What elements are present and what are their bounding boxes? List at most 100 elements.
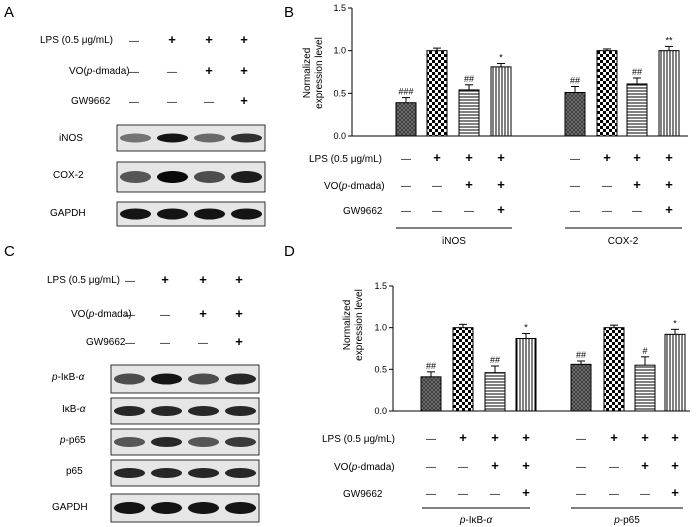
panel-a-gw-lane4-plus: + — [240, 93, 248, 108]
panel-a-gw-lane3-minus: — — [204, 97, 214, 108]
panel-d-chart: Normalizedexpression level 0.0 0.5 1.0 1.5 #… — [322, 281, 690, 526]
panel-b-cox2-vo-lane2-minus: — — [602, 181, 612, 192]
panel-d-bar-g1-4 — [515, 338, 537, 412]
panel-b-sig-g2-4: ** — [665, 35, 673, 45]
panel-d-ytick-label-0: 0.0 — [374, 406, 387, 416]
blot-p-p65-band-4 — [224, 437, 257, 447]
panel-b-cox2-vo-lane3-plus: + — [633, 177, 641, 192]
panel-b-cox2-gw-lane4-plus: + — [665, 202, 673, 217]
panel-d-ylabel: Normalizedexpression level — [342, 289, 365, 361]
panel-d-bar-g2-4 — [664, 333, 686, 412]
panel-d-group-label-p-p65: p-p65 — [613, 515, 640, 526]
blot-p-p65-band-2 — [150, 437, 183, 447]
panel-b-inos-lps-lane1-minus: — — [401, 154, 411, 165]
blot-label-p65: p65 — [66, 466, 83, 477]
panel-b-cox2-vo-lane4-plus: + — [665, 177, 673, 192]
panel-d-ytick-label-2: 1.0 — [374, 323, 387, 333]
blot-label-ikba: IκB-α — [62, 404, 86, 415]
blot-gapdh-c-band-1 — [113, 502, 146, 514]
blot-label-p-p65: p-p65 — [59, 435, 86, 446]
panel-d-p65-vo-lane4-plus: + — [671, 458, 679, 473]
panel-b-inos-gw-lane4-plus: + — [497, 202, 505, 217]
panel-b-bar-g1-2 — [426, 50, 448, 137]
panel-b-bar-g2-3 — [626, 83, 648, 137]
panel-letter-b: B — [284, 4, 294, 21]
panel-b-bar-g2-4 — [658, 50, 680, 137]
panel-a-vo-lane2-minus: — — [167, 67, 177, 78]
blot-cox2-band-4 — [230, 171, 263, 183]
panel-a-gw-label: GW9662 — [71, 96, 111, 107]
panel-c-vo-lane4-plus: + — [235, 306, 243, 321]
panel-d-lps-label: LPS (0.5 μg/mL) — [322, 434, 395, 445]
panel-c-gw-lane2-minus: — — [160, 338, 170, 349]
panel-d-ikba-vo-lane1-minus: — — [426, 462, 436, 473]
blot-cox2 — [116, 161, 266, 193]
panel-a-gw-lane1-minus: — — [129, 97, 139, 108]
panel-b-sig-g2-1: ## — [570, 76, 580, 86]
panel-d-bar-g1-3 — [484, 372, 506, 412]
panel-b-cox2-lps-lane4-plus: + — [665, 150, 673, 165]
blot-gapdh-c — [110, 493, 260, 523]
panel-b-sig-g1-3: ## — [464, 74, 474, 84]
panel-b-cox2-lps-lane1-minus: — — [570, 154, 580, 165]
blot-ikba-band-2 — [150, 406, 183, 416]
panel-c-treatments: LPS (0.5 μg/mL) VO(p-dmada) GW9662 — + + + —… — [47, 272, 243, 349]
blot-p-ikba-band-2 — [150, 373, 183, 385]
panel-c-gw-lane3-minus: — — [198, 338, 208, 349]
panel-d-ikba-lps-lane3-plus: + — [491, 430, 499, 445]
panel-b-bar-g1-4 — [490, 66, 512, 137]
panel-b-chart: Normalizedexpression level 0.0 0.5 1.0 1.5 #… — [302, 3, 688, 247]
panel-b-inos-lps-lane3-plus: + — [465, 150, 473, 165]
panel-c-gw-label: GW9662 — [86, 337, 126, 348]
panel-a-lps-lane1-minus: — — [129, 36, 139, 47]
panel-d-p65-vo-lane3-plus: + — [641, 458, 649, 473]
panel-b-cox2-gw-lane2-minus: — — [602, 206, 612, 217]
panel-d-ikba-lps-lane4-plus: + — [522, 430, 530, 445]
panel-d-p65-gw-lane4-plus: + — [671, 485, 679, 500]
panel-letter-a: A — [4, 4, 14, 21]
panel-d-p65-vo-lane2-minus: — — [609, 462, 619, 473]
panel-d-sig-g2-1: ## — [576, 350, 586, 360]
panel-c-vo-lane2-minus: — — [160, 310, 170, 321]
panel-d-bar-g1-1 — [420, 376, 442, 412]
panel-d-p65-gw-lane1-minus: — — [576, 489, 586, 500]
panel-b-bar-g2-1 — [564, 91, 586, 137]
blot-ikba-band-4 — [224, 406, 257, 416]
blot-ikba — [110, 397, 260, 425]
panel-d-bar-g1-2 — [452, 327, 474, 412]
panel-a-lps-label: LPS (0.5 μg/mL) — [40, 35, 113, 46]
panel-d-ikba-gw-lane1-minus: — — [426, 489, 436, 500]
panel-a-blots: iNOS COX-2 GAPDH — [50, 124, 266, 227]
blot-p-ikba — [110, 364, 260, 394]
panel-d-sig-g2-4: * — [673, 318, 677, 328]
panel-b-ytick-label-2: 1.0 — [333, 46, 346, 56]
blot-p65-band-4 — [224, 468, 257, 478]
panel-b-inos-gw-lane1-minus: — — [401, 206, 411, 217]
blot-ikba-band-3 — [187, 406, 220, 416]
panel-d-sig-g2-3: # — [642, 346, 647, 356]
panel-b-inos-lps-lane4-plus: + — [497, 150, 505, 165]
blot-p-p65-band-3 — [187, 437, 220, 447]
panel-d-gw-label: GW9662 — [343, 489, 383, 500]
blot-gapdh-band-4 — [230, 208, 263, 220]
panel-d-bar-g2-2 — [603, 327, 625, 412]
panel-d-ikba-gw-lane3-minus: — — [490, 489, 500, 500]
panel-c-vo-label: VO(p-dmada) — [71, 309, 132, 320]
panel-a-lps-lane4-plus: + — [240, 32, 248, 47]
panel-d-p65-lps-lane2-plus: + — [610, 430, 618, 445]
panel-b-cox2-gw-lane1-minus: — — [570, 206, 580, 217]
blot-inos-band-4 — [230, 133, 263, 143]
blot-label-cox2: COX-2 — [53, 170, 84, 181]
panel-a-vo-lane4-plus: + — [240, 63, 248, 78]
panel-b-sig-g2-3: ## — [632, 67, 642, 77]
panel-b-ytick-label-0: 0.0 — [333, 131, 346, 141]
panel-d-ikba-vo-lane3-plus: + — [491, 458, 499, 473]
panel-d-ytick-label-3: 1.5 — [374, 281, 387, 291]
panel-d-ikba-lps-lane1-minus: — — [426, 434, 436, 445]
panel-b-group-label-cox2: COX-2 — [608, 236, 639, 247]
panel-b-bar-g2-2 — [596, 50, 618, 137]
panel-c-lps-lane2-plus: + — [161, 272, 169, 287]
blot-gapdh-band-1 — [119, 208, 152, 220]
blot-cox2-band-3 — [193, 171, 226, 183]
